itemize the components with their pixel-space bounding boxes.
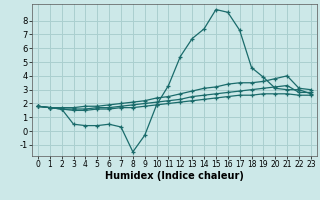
X-axis label: Humidex (Indice chaleur): Humidex (Indice chaleur): [105, 171, 244, 181]
